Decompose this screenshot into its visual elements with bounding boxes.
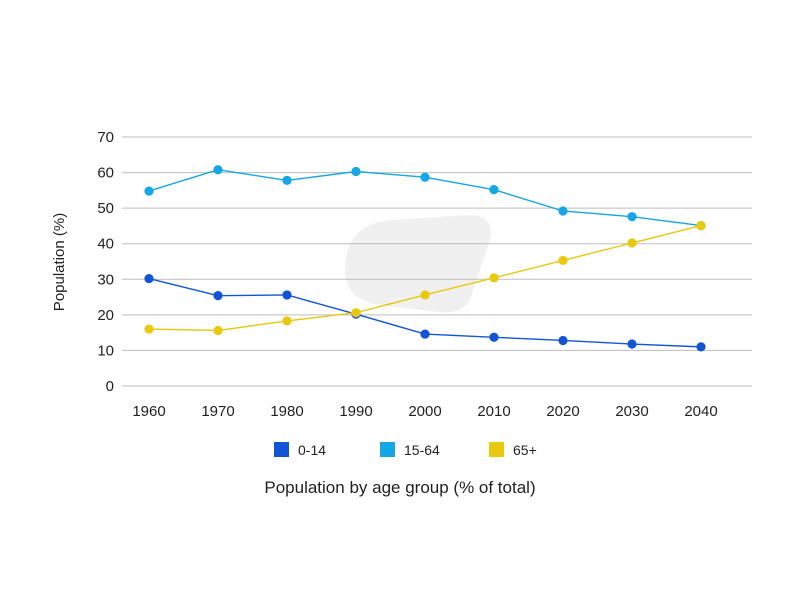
data-point-65+-2030 [627,238,637,248]
data-point-0-14-1960 [144,273,154,284]
data-point-65+-2020 [558,255,568,266]
x-tick-label-1970: 1970 [201,403,234,420]
data-point-65+-2040 [696,220,706,231]
x-tick-label-1980: 1980 [270,403,303,420]
x-axis-ticks: 1960 1970 1980 1990 2000 2010 2020 2030 2040 [132,403,717,420]
legend: 0-14 15-64 65+ [274,442,537,458]
legend-swatch-0-14 [274,442,289,457]
x-tick-label-2010: 2010 [477,403,510,420]
y-tick-label-30: 30 [97,271,114,288]
data-point-15-64-2000 [420,172,430,182]
legend-label-65+: 65+ [513,442,537,458]
data-point-15-64-1990 [351,166,361,177]
legend-item-65+: 65+ [489,442,537,458]
x-tick-label-1990: 1990 [339,403,372,420]
y-tick-label-0: 0 [106,378,114,395]
data-point-15-64-2010 [489,185,499,195]
data-point-0-14-2030 [627,339,637,349]
data-point-65+-1980 [282,316,292,326]
y-tick-label-60: 60 [97,165,114,182]
data-point-0-14-1980 [282,290,292,300]
data-point-65+-1970 [213,325,223,336]
y-tick-label-40: 40 [97,236,114,253]
data-point-15-64-2020 [558,206,568,216]
y-tick-label-10: 10 [97,342,114,359]
y-tick-label-50: 50 [97,200,114,217]
data-point-0-14-2020 [558,335,568,346]
y-axis-ticks: 0 10 20 30 40 50 60 70 [97,129,114,395]
legend-item-15-64: 15-64 [380,442,440,458]
data-point-15-64-1970 [213,165,223,175]
data-point-0-14-1970 [213,291,223,301]
data-point-15-64-1980 [282,175,292,185]
data-point-15-64-2030 [627,212,637,222]
data-point-65+-2000 [420,290,430,300]
data-point-65+-1990 [351,308,361,318]
x-tick-label-2000: 2000 [408,403,441,420]
x-tick-label-2040: 2040 [684,403,717,420]
data-point-0-14-2000 [420,329,430,339]
y-axis-label: Population (%) [51,213,68,311]
data-point-0-14-2010 [489,332,499,342]
legend-swatch-15-64 [380,442,395,457]
x-tick-label-2030: 2030 [615,403,648,420]
x-tick-label-1960: 1960 [132,403,165,420]
data-point-65+-2010 [489,273,499,283]
x-axis-label: Population by age group (% of total) [264,478,535,497]
y-tick-label-70: 70 [97,129,114,146]
x-tick-label-2020: 2020 [546,403,579,420]
data-point-15-64-1960 [144,186,154,196]
legend-item-0-14: 0-14 [274,442,326,458]
gridlines [122,136,752,387]
legend-label-15-64: 15-64 [404,442,440,458]
data-point-65+-1960 [144,324,154,334]
legend-label-0-14: 0-14 [298,442,326,458]
y-tick-label-20: 20 [97,307,114,324]
series-group [144,165,706,352]
series-0-14 [144,273,706,352]
series-65+ [144,220,706,336]
legend-swatch-65+ [489,442,504,457]
watermark-logo [345,215,491,313]
data-point-0-14-2040 [696,342,706,352]
